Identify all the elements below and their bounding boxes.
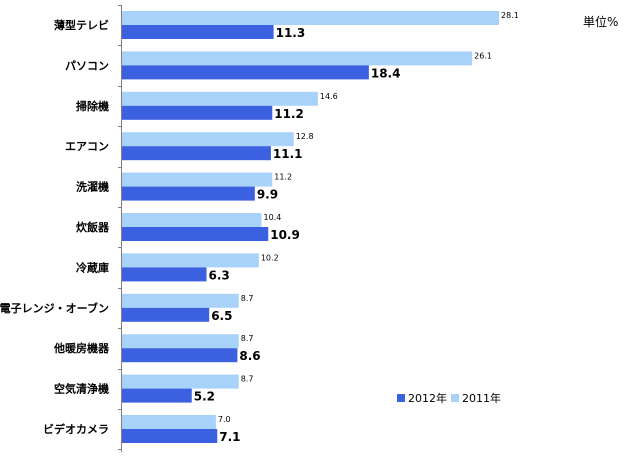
legend: 2012年 2011年 — [397, 390, 501, 406]
bar-2011 — [122, 334, 239, 349]
data-label-2011: 11.2 — [274, 173, 292, 182]
category-label: 洗濯機 — [76, 180, 109, 194]
category-label: 冷蔵庫 — [76, 260, 109, 274]
bar-2012 — [122, 25, 274, 39]
data-label-2011: 14.6 — [320, 92, 338, 101]
data-label-2012: 11.3 — [276, 26, 306, 40]
data-label-2012: 10.9 — [270, 228, 300, 242]
bar-2012 — [122, 105, 273, 120]
category-label: パソコン — [65, 59, 109, 72]
data-label-2012: 5.2 — [194, 390, 215, 404]
bar-2012 — [122, 146, 271, 161]
data-label-2012: 6.5 — [211, 309, 232, 323]
data-label-2011: 10.4 — [264, 213, 282, 222]
category-label: 薄型テレビ — [54, 18, 109, 32]
data-label-2012: 18.4 — [371, 66, 401, 80]
data-label-2012: 9.9 — [257, 188, 278, 202]
bar-2011 — [122, 415, 216, 429]
data-label-2011: 28.1 — [501, 11, 519, 20]
data-label-2011: 8.7 — [241, 294, 254, 303]
bar-2012 — [122, 388, 192, 403]
legend-swatch-2012 — [397, 394, 405, 402]
data-label-2011: 10.2 — [261, 253, 279, 262]
data-label-2011: 8.7 — [241, 334, 254, 343]
data-label-2012: 6.3 — [209, 268, 230, 282]
data-label-2011: 7.0 — [218, 415, 231, 424]
legend-item-2012: 2012年 — [397, 390, 447, 406]
legend-item-2011: 2011年 — [451, 390, 501, 406]
bar-2011 — [122, 11, 499, 25]
bar-2011 — [122, 374, 239, 389]
category-label: エアコン — [65, 140, 109, 153]
bar-2012 — [122, 267, 207, 282]
data-label-2012: 7.1 — [219, 430, 240, 444]
bar-2011 — [122, 51, 473, 66]
data-label-2012: 11.2 — [274, 107, 304, 121]
bar-2011 — [122, 213, 262, 227]
bar-2011 — [122, 293, 239, 308]
unit-label: 単位% — [583, 15, 619, 29]
data-label-2012: 8.6 — [239, 349, 260, 363]
bar-2012 — [122, 227, 269, 241]
category-label: 掃除機 — [76, 99, 109, 113]
data-label-2011: 26.1 — [474, 51, 492, 60]
category-label: 空気清浄機 — [54, 382, 109, 396]
category-label: ビデオカメラ — [43, 422, 109, 436]
data-label-2012: 11.1 — [273, 147, 303, 161]
category-label: 電子レンジ・オーブン — [0, 301, 109, 315]
bar-2012 — [122, 348, 238, 363]
legend-label-2011: 2011年 — [462, 392, 501, 405]
bar-2011 — [122, 132, 294, 147]
bar-2011 — [122, 91, 318, 106]
category-label: 炊飯器 — [76, 220, 110, 234]
data-label-2011: 8.7 — [241, 375, 254, 384]
category-label: 他暖房機器 — [53, 341, 110, 355]
data-label-2011: 12.8 — [296, 132, 314, 141]
bar-2011 — [122, 172, 273, 187]
bar-2012 — [122, 186, 255, 201]
bar-2012 — [122, 65, 369, 80]
legend-label-2012: 2012年 — [408, 392, 447, 405]
legend-swatch-2011 — [451, 394, 459, 402]
bar-2012 — [122, 307, 210, 322]
bar-2011 — [122, 253, 259, 268]
bar-2012 — [122, 429, 218, 443]
